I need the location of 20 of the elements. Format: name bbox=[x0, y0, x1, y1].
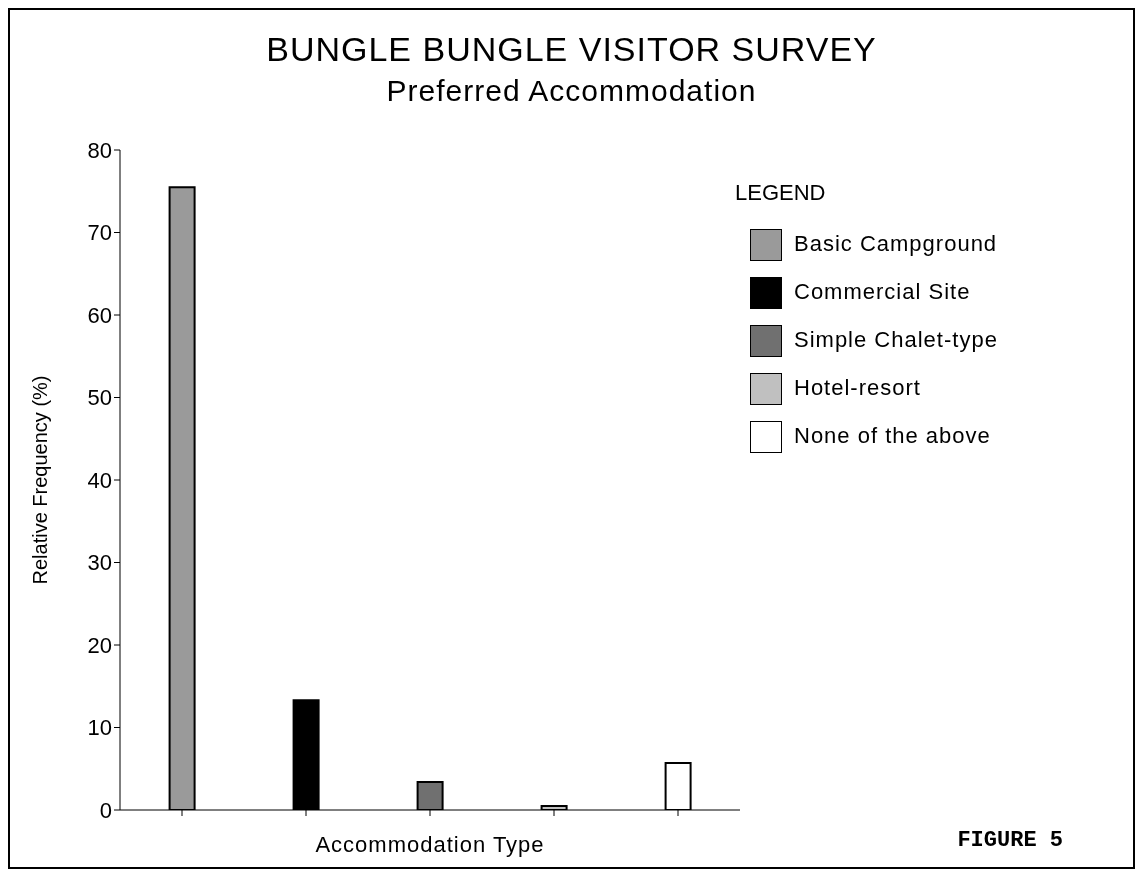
caption: FIGURE 5 bbox=[957, 828, 1063, 853]
legend-label: Simple Chalet-type bbox=[794, 327, 998, 352]
legend-label: Commercial Site bbox=[794, 279, 971, 304]
y-tick-label: 20 bbox=[87, 632, 112, 658]
chart-title: BUNGLE BUNGLE VISITOR SURVEY bbox=[265, 30, 878, 69]
y-tick-label: 80 bbox=[87, 137, 112, 163]
y-tick-label: 70 bbox=[87, 220, 112, 246]
y-tick-label: 0 bbox=[99, 797, 112, 823]
y-tick-label: 50 bbox=[87, 385, 112, 411]
legend-label: Basic Campground bbox=[794, 231, 998, 256]
legend-label: None of the above bbox=[794, 423, 991, 448]
y-tick-label: 40 bbox=[87, 467, 112, 493]
y-tick-label: 60 bbox=[87, 302, 112, 328]
legend-title: LEGEND bbox=[735, 180, 826, 206]
y-tick-label: 30 bbox=[87, 550, 112, 576]
y-tick-label: 10 bbox=[87, 715, 112, 741]
chart-subtitle: Preferred Accommodation bbox=[385, 74, 758, 108]
x-axis-title: Accommodation Type bbox=[315, 832, 545, 857]
legend-label: Hotel-resort bbox=[794, 375, 921, 400]
y-axis-title: Relative Frequency (%) bbox=[29, 375, 52, 585]
